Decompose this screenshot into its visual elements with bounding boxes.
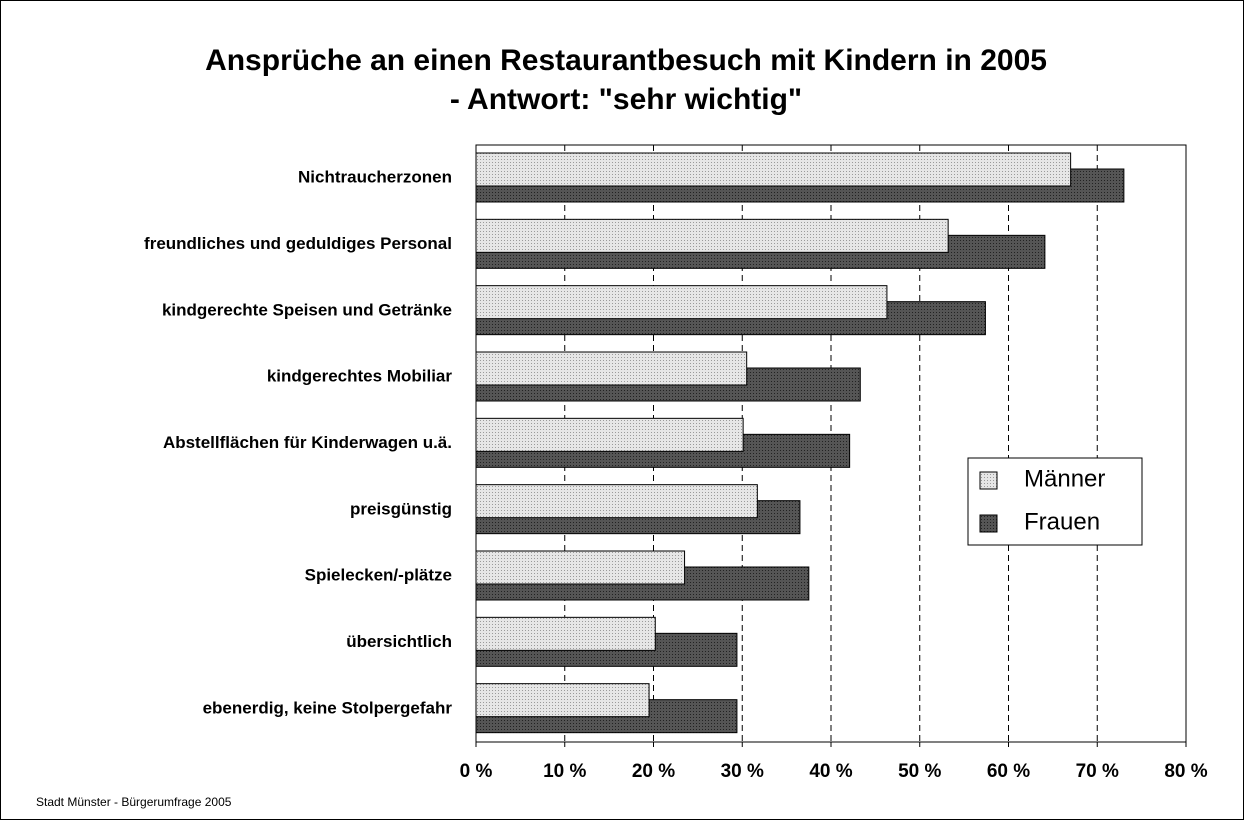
bar [475, 218, 949, 253]
legend-swatch [979, 514, 998, 533]
x-tick-label: 20 % [632, 761, 675, 782]
y-tick-label: ebenerdig, keine Stolpergefahr [203, 698, 453, 717]
legend-label: Frauen [1024, 508, 1100, 535]
chart-title: Ansprüche an einen Restaurantbesuch mit … [205, 44, 1047, 77]
x-tick-label: 30 % [721, 761, 764, 782]
x-tick-label: 0 % [460, 761, 493, 782]
bar [475, 616, 656, 651]
legend-label: Männer [1024, 465, 1105, 492]
legend-swatch [979, 471, 998, 490]
bar [475, 417, 744, 452]
bar [475, 285, 888, 320]
y-tick-label: Nichtraucherzonen [298, 168, 452, 187]
y-tick-label: preisgünstig [350, 499, 452, 518]
x-tick-label: 10 % [543, 761, 586, 782]
chart-subtitle: - Antwort: "sehr wichtig" [450, 83, 802, 116]
y-tick-label: kindgerechte Speisen und Getränke [162, 300, 452, 319]
bar [475, 484, 758, 519]
source: Stadt Münster - Bürgerumfrage 2005 [36, 795, 232, 809]
x-tick-label: 40 % [809, 761, 852, 782]
y-tick-label: übersichtlich [346, 632, 452, 651]
y-tick-label: Abstellflächen für Kinderwagen u.ä. [163, 433, 452, 452]
y-tick-label: freundliches und geduldiges Personal [144, 234, 452, 253]
bar [475, 351, 748, 386]
bar [475, 683, 650, 718]
x-tick-label: 80 % [1164, 761, 1207, 782]
x-tick-label: 70 % [1076, 761, 1119, 782]
y-tick-label: kindgerechtes Mobiliar [267, 367, 453, 386]
bar [475, 550, 686, 585]
x-tick-label: 60 % [987, 761, 1030, 782]
bar [475, 152, 1072, 187]
x-tick-label: 50 % [898, 761, 941, 782]
y-tick-label: Spielecken/-plätze [305, 566, 452, 585]
